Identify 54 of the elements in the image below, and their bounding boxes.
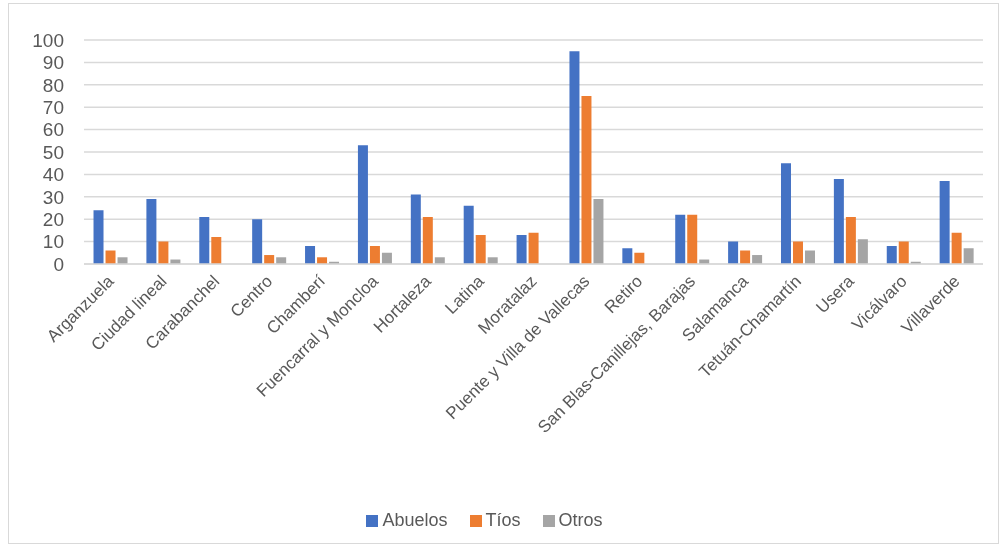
bar — [252, 219, 263, 264]
y-tick-label: 80 — [42, 74, 64, 96]
y-tick-label: 100 — [32, 29, 64, 51]
bar — [857, 239, 868, 264]
bar — [317, 257, 328, 264]
bar — [475, 234, 486, 264]
y-tick-label: 30 — [42, 186, 64, 208]
bar — [833, 178, 844, 264]
bar — [939, 181, 950, 264]
y-tick-label: 0 — [53, 253, 64, 275]
bar — [804, 250, 815, 264]
bar — [369, 246, 380, 264]
bar — [93, 210, 104, 264]
y-tick-label: 40 — [42, 164, 64, 186]
bar — [146, 199, 157, 264]
y-tick-label: 50 — [42, 141, 64, 163]
y-tick-label: 70 — [42, 96, 64, 118]
bar — [357, 145, 368, 264]
bar — [886, 246, 897, 264]
bar — [728, 241, 739, 264]
bar — [569, 51, 580, 264]
y-tick-label: 90 — [42, 52, 64, 74]
bar — [951, 232, 962, 264]
y-tick-label: 10 — [42, 231, 64, 253]
bar — [410, 194, 421, 264]
bar — [516, 234, 527, 264]
y-tick-label: 20 — [42, 208, 64, 230]
bar — [593, 199, 604, 264]
legend-label: Abuelos — [382, 510, 448, 530]
bar — [422, 216, 433, 264]
bar — [687, 214, 698, 264]
bar — [211, 237, 222, 264]
bar — [581, 96, 592, 264]
bar — [305, 246, 316, 264]
bar — [740, 250, 751, 264]
bar — [963, 248, 974, 264]
bar — [622, 248, 633, 264]
bar — [117, 257, 128, 264]
bar — [792, 241, 803, 264]
legend-label: Otros — [558, 510, 603, 530]
bar — [158, 241, 169, 264]
bar — [105, 250, 116, 264]
bar — [199, 216, 210, 264]
bar — [434, 257, 445, 264]
bar — [528, 232, 539, 264]
bar — [780, 163, 791, 264]
legend-label: Tíos — [485, 510, 521, 530]
y-tick-label: 60 — [42, 119, 64, 141]
bar — [463, 205, 474, 264]
bar — [675, 214, 686, 264]
bar — [276, 257, 287, 264]
bar — [845, 216, 856, 264]
bar — [898, 241, 909, 264]
bar — [487, 257, 498, 264]
